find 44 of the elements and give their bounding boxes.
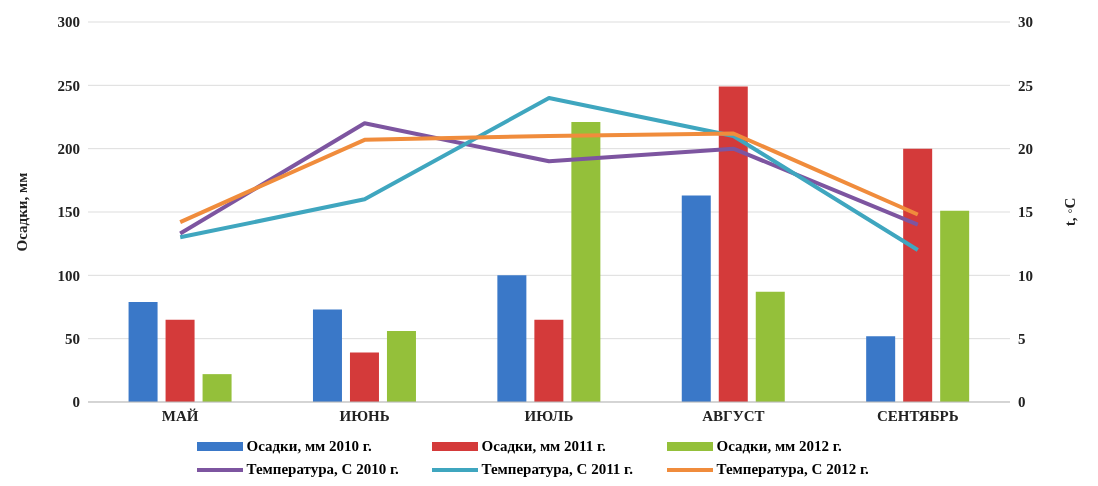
y2-axis-title: t, ◦C (1062, 197, 1079, 227)
y2-tick-label: 0 (1018, 394, 1026, 411)
y-tick-label: 50 (65, 330, 80, 347)
y-tick-label: 300 (57, 14, 80, 31)
legend-label: Осадки, мм 2011 г. (481, 438, 606, 455)
bar (312, 309, 342, 402)
x-tick-label: АВГУСТ (702, 407, 765, 424)
y2-tick-label: 30 (1018, 14, 1033, 31)
y-tick-label: 150 (57, 204, 80, 221)
legend-label: Температура, С 2010 г. (246, 461, 399, 478)
x-tick-label: СЕНТЯБРЬ (876, 407, 959, 424)
bar (128, 301, 158, 402)
bar (940, 210, 970, 402)
bar (866, 336, 896, 402)
y-tick-label: 200 (57, 140, 80, 157)
x-tick-label: МАЙ (161, 407, 199, 424)
bar (534, 319, 564, 402)
line-series (178, 131, 920, 225)
bar (349, 352, 379, 402)
bar (165, 319, 195, 402)
bar (903, 148, 933, 402)
bar (202, 374, 232, 402)
y2-tick-label: 10 (1018, 267, 1033, 284)
y2-tick-label: 20 (1018, 140, 1033, 157)
bar (718, 86, 748, 402)
legend-label: Осадки, мм 2012 г. (716, 438, 842, 455)
line-series (178, 96, 920, 252)
y-tick-label: 100 (57, 267, 80, 284)
bar (386, 331, 416, 402)
x-tick-label: ИЮНЬ (339, 407, 390, 424)
x-tick-label: ИЮЛЬ (524, 407, 574, 424)
y2-tick-label: 15 (1018, 204, 1033, 221)
legend-label: Осадки, мм 2010 г. (246, 438, 372, 455)
y2-tick-label: 25 (1018, 77, 1033, 94)
y-tick-label: 250 (57, 77, 80, 94)
bar (681, 195, 711, 402)
y-axis-title: Осадки, мм (14, 172, 31, 252)
legend-label: Температура, С 2012 г. (716, 461, 869, 478)
y2-tick-label: 5 (1018, 330, 1026, 347)
bar (497, 275, 527, 402)
legend-label: Температура, С 2011 г. (481, 461, 633, 478)
bar (571, 122, 601, 402)
bar (755, 291, 785, 402)
y-tick-label: 0 (72, 394, 80, 411)
